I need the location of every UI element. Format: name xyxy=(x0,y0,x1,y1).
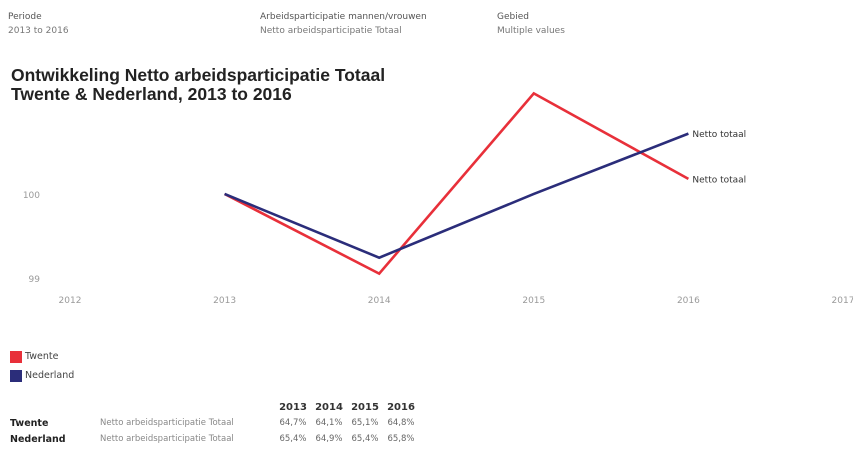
legend-swatch-twente xyxy=(10,350,22,363)
filter-gebied[interactable]: Gebied Multiple values xyxy=(497,10,565,38)
table-row-name: Twente xyxy=(10,417,49,429)
table-row-name: Nederland xyxy=(10,433,66,445)
table-cell: 65,8% xyxy=(387,434,415,444)
table-cell: 64,1% xyxy=(315,418,343,428)
x-tick-label: 2017 xyxy=(832,296,853,306)
x-tick-label: 2016 xyxy=(677,296,700,306)
filter-arbeidsparticipatie[interactable]: Arbeidsparticipatie mannen/vrouwen Netto… xyxy=(260,10,427,38)
table-row-measure: Netto arbeidsparticipatie Totaal xyxy=(100,418,234,428)
table-header-year: 2014 xyxy=(315,401,343,413)
x-tick-label: 2014 xyxy=(368,296,391,306)
series-end-label: Netto totaal xyxy=(692,175,746,185)
x-tick-label: 2013 xyxy=(213,296,236,306)
table-row-nederland: Nederland Netto arbeidsparticipatie Tota… xyxy=(10,431,419,447)
chart-title-line2: Twente & Nederland, 2013 to 2016 xyxy=(11,84,292,104)
legend-item-nederland[interactable]: Nederland xyxy=(10,366,74,385)
table-row-twente: Twente Netto arbeidsparticipatie Totaal … xyxy=(10,415,419,431)
table-cell: 64,8% xyxy=(387,418,415,428)
table-header-year: 2016 xyxy=(387,401,415,413)
x-tick-label: 2012 xyxy=(59,296,82,306)
chart-title-line1: Ontwikkeling Netto arbeidsparticipatie T… xyxy=(11,65,386,85)
table-row-measure: Netto arbeidsparticipatie Totaal xyxy=(100,434,234,444)
table-cell: 65,4% xyxy=(279,434,307,444)
table-header-row: 2013 2014 2015 2016 xyxy=(10,399,419,415)
y-tick-label: 99 xyxy=(29,275,41,285)
x-tick-label: 2015 xyxy=(522,296,545,306)
filter-periode[interactable]: Periode 2013 to 2016 xyxy=(8,10,69,38)
filter-label: Periode xyxy=(8,12,42,22)
y-tick-label: 100 xyxy=(23,191,40,201)
series-line-twente xyxy=(224,91,690,276)
data-table: 2013 2014 2015 2016 Twente Netto arbeids… xyxy=(10,399,419,447)
legend: Twente Nederland xyxy=(10,347,74,385)
filter-bar: Periode 2013 to 2016 Arbeidsparticipatie… xyxy=(8,10,848,50)
filter-value: 2013 to 2016 xyxy=(8,26,69,36)
legend-swatch-nederland xyxy=(10,369,22,382)
filter-label: Gebied xyxy=(497,12,529,22)
series-line-nederland xyxy=(224,132,689,260)
table-cell: 65,1% xyxy=(351,418,379,428)
filter-value: Netto arbeidsparticipatie Totaal xyxy=(260,26,402,36)
table-header-year: 2013 xyxy=(279,401,307,413)
line-chart: 2012 2013 2014 2015 2016 2017 99 100 Netto totaa… xyxy=(23,91,853,306)
filter-value: Multiple values xyxy=(497,26,565,36)
table-cell: 65,4% xyxy=(351,434,379,444)
chart-title: Ontwikkeling Netto arbeidsparticipatie T… xyxy=(11,66,385,104)
legend-label-nederland: Nederland xyxy=(25,370,75,381)
table-header-year: 2015 xyxy=(351,401,379,413)
table-cell: 64,9% xyxy=(315,434,343,444)
filter-label: Arbeidsparticipatie mannen/vrouwen xyxy=(260,12,427,22)
series-end-label: Netto totaal xyxy=(692,130,746,140)
legend-item-twente[interactable]: Twente xyxy=(10,347,74,366)
table-cell: 64,7% xyxy=(279,418,307,428)
legend-label-twente: Twente xyxy=(25,351,59,362)
